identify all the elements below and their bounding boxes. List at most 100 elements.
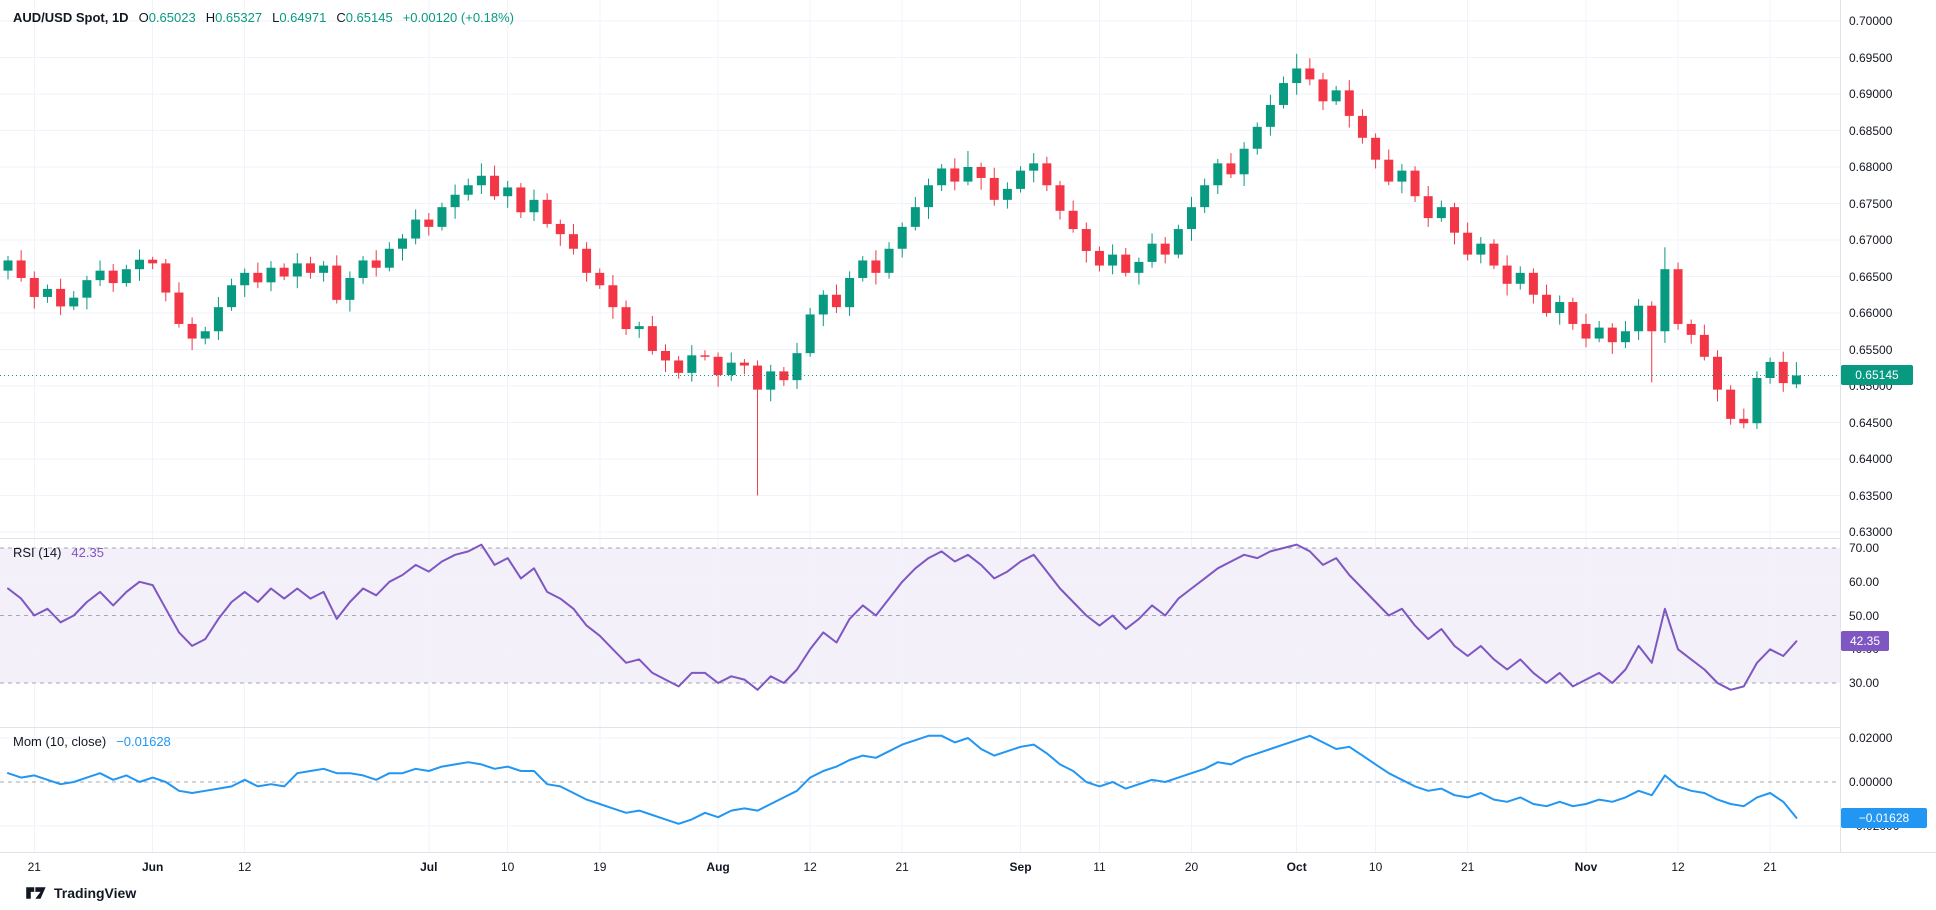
candle-body-down: [1384, 159, 1394, 182]
candle-body-up: [227, 285, 237, 308]
candle-body-up: [937, 168, 947, 186]
candle-body-up: [1134, 261, 1144, 273]
candle-body-down: [1568, 302, 1578, 324]
price-scale[interactable]: 0.70000 0.69500 0.69000 0.68500 0.68000 0.675…: [1840, 0, 1936, 853]
candle-body-up: [450, 194, 460, 208]
candle-body-down: [555, 223, 565, 235]
time-axis-day-label: 12: [803, 860, 817, 874]
candle-body-up: [726, 362, 736, 376]
momentum-line: [7, 734, 1798, 825]
candle-body-down: [568, 234, 578, 249]
time-axis[interactable]: 21 Jun 12 Jul 10 19 Aug 12 21 Sep 11 20 Oct 10 21 Nov 12…: [0, 852, 1936, 884]
axis-tick-label: 0.70000: [1849, 14, 1893, 28]
axis-tick-label: 0.65500: [1849, 342, 1893, 357]
candle-body-up: [858, 260, 868, 278]
candle-body-up: [1200, 185, 1210, 208]
time-axis-day-label: 12: [1671, 860, 1685, 874]
candle-body-up: [345, 277, 355, 300]
candle-body-up: [1279, 83, 1289, 105]
low-number: 0.64971: [279, 10, 327, 25]
time-axis-day-label: 21: [1763, 860, 1777, 874]
main-series-legend: AUD/USD Spot, 1D O 0.65023 H 0.65327 L 0.64…: [13, 10, 514, 25]
candle-body-up: [398, 238, 407, 249]
candle-body-up: [963, 167, 973, 182]
tradingview-branding[interactable]: TradingView: [26, 885, 136, 901]
candle-body-up: [1660, 269, 1670, 332]
time-axis-day-label: 10: [501, 860, 515, 874]
candle-body-up: [1252, 126, 1262, 149]
momentum-indicator-legend: Mom (10, close) −0.01628: [13, 734, 171, 749]
low-value: L 0.64971: [272, 10, 326, 25]
rsi-indicator-legend: RSI (14) 42.35: [13, 545, 104, 560]
candle-body-up: [1620, 331, 1630, 343]
candle-body-up: [3, 260, 13, 271]
candle-body-up: [1555, 302, 1565, 313]
candle-body-down: [1739, 418, 1749, 424]
candle-body-down: [1542, 294, 1552, 313]
candle-body-down: [1226, 163, 1236, 175]
rsi-label[interactable]: RSI (14): [13, 545, 62, 560]
candle-body-up: [1476, 243, 1486, 255]
momentum-pane-canvas[interactable]: [0, 728, 1840, 852]
candle-body-up: [910, 207, 920, 227]
candle-body-up: [1016, 170, 1026, 189]
candle-body-up: [687, 355, 697, 373]
candle-body-up: [1187, 207, 1196, 230]
candle-body-down: [871, 260, 881, 273]
axis-tick-label: 0.64500: [1849, 415, 1893, 430]
time-axis-month-label: Jul: [420, 860, 438, 874]
candle-body-down: [305, 263, 315, 273]
candle-body-up: [463, 185, 473, 195]
time-axis-month-label: Oct: [1286, 860, 1307, 874]
axis-tick-label: 0.63000: [1849, 525, 1893, 539]
axis-tick-label: 0.68000: [1849, 160, 1893, 174]
candle-body-up: [384, 248, 394, 268]
candle-body-up: [1752, 377, 1762, 424]
time-axis-day-label: 21: [895, 860, 909, 874]
candle-body-up: [240, 272, 250, 286]
symbol-title[interactable]: AUD/USD Spot, 1D: [13, 10, 129, 25]
candle-body-down: [1581, 323, 1591, 339]
candle-body-up: [42, 288, 52, 297]
rsi-pane-canvas[interactable]: [0, 539, 1840, 727]
momentum-label[interactable]: Mom (10, close): [13, 734, 107, 749]
time-axis-month-label: Jun: [141, 860, 164, 874]
candle-body-down: [1042, 163, 1052, 186]
candle-body-up: [1147, 243, 1157, 262]
candle-body-down: [29, 277, 39, 297]
axis-tick-label: 0.00000: [1849, 775, 1893, 789]
candle-body-down: [332, 265, 342, 300]
close-number: 0.65145: [345, 10, 393, 25]
candle-body-up: [200, 331, 210, 339]
candle-body-up: [766, 371, 776, 390]
close-label: C: [336, 10, 346, 25]
close-value: C 0.65145: [336, 10, 392, 25]
axis-tick-label: 0.68500: [1849, 123, 1893, 138]
candle-body-down: [542, 199, 552, 224]
candle-body-down: [1371, 137, 1381, 160]
axis-tick-label: 0.64000: [1849, 452, 1893, 466]
price-pane-canvas[interactable]: [0, 0, 1840, 538]
candle-body-down: [1686, 323, 1696, 335]
open-label: O: [138, 10, 149, 25]
candle-body-up: [476, 175, 486, 186]
candle-body-down: [582, 248, 592, 273]
axis-tick-label: 0.67500: [1849, 196, 1893, 211]
candle-body-down: [1160, 243, 1170, 255]
candle-body-down: [1344, 90, 1354, 116]
candle-body-down: [1699, 334, 1709, 357]
candle-body-down: [1778, 361, 1788, 384]
candle-body-down: [108, 270, 118, 284]
candle-body-down: [148, 259, 158, 264]
time-axis-month-label: Nov: [1574, 860, 1598, 874]
candle-body-down: [1081, 229, 1091, 251]
candle-body-up: [135, 259, 144, 270]
time-axis-day-label: 19: [593, 860, 607, 874]
pane-separator[interactable]: [0, 727, 1840, 728]
candle-body-up: [1108, 254, 1118, 266]
candle-body-up: [411, 219, 421, 239]
pane-separator[interactable]: [0, 538, 1840, 539]
rsi-value: 42.35: [71, 545, 104, 560]
candle-body-down: [371, 260, 381, 268]
candle-body-down: [779, 371, 789, 381]
